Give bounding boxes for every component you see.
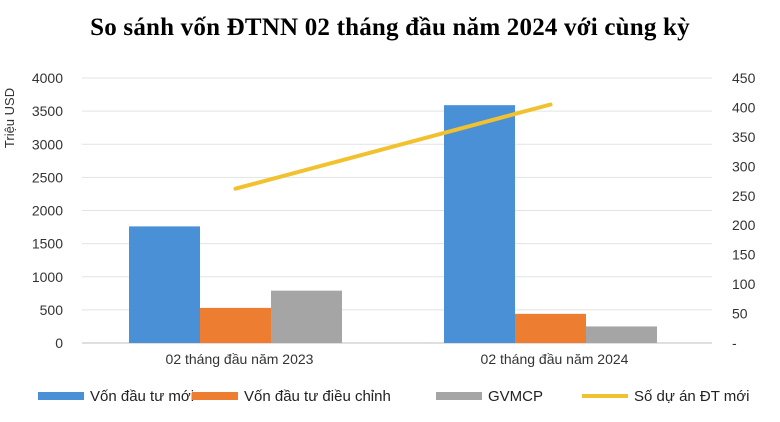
y-tick-label: 4000 (32, 70, 63, 86)
x-tick-label: 02 tháng đầu năm 2024 (481, 351, 629, 367)
legend-swatch (436, 392, 482, 400)
legend-swatch (192, 392, 238, 400)
bar-2-1 (586, 326, 657, 343)
legend-label: GVMCP (488, 387, 544, 405)
y2-tick-label: 300 (732, 158, 756, 174)
legend-label: Số dự án ĐT mới (634, 387, 750, 405)
line-series-3 (233, 102, 553, 191)
y2-tick-label: - (732, 335, 737, 351)
bar-0-0 (129, 226, 200, 343)
legend-item: Vốn đầu tư mới (38, 384, 194, 408)
x-tick-label: 02 tháng đầu năm 2023 (166, 351, 314, 367)
bar-1-1 (515, 313, 586, 343)
y2-tick-label: 250 (732, 188, 756, 204)
y-tick-label: 3000 (32, 136, 63, 152)
y-tick-label: 0 (55, 335, 63, 351)
y-tick-label: 1000 (32, 269, 63, 285)
bar-0-1 (444, 105, 515, 343)
y-tick-label: 3500 (32, 103, 63, 119)
legend-swatch (38, 392, 84, 400)
y-tick-label: 500 (40, 302, 64, 318)
y2-tick-label: 400 (732, 99, 756, 115)
y2-tick-label: 50 (732, 306, 748, 322)
legend-swatch (582, 394, 628, 398)
y-tick-label: 2000 (32, 203, 63, 219)
y2-tick-label: 350 (732, 129, 756, 145)
y-tick-label: 2500 (32, 169, 63, 185)
legend-label: Vốn đầu tư mới (90, 387, 195, 405)
legend-item: Số dự án ĐT mới (582, 384, 749, 408)
y2-tick-label: 200 (732, 217, 756, 233)
y-axis-label: Triệu USD (2, 88, 17, 148)
legend-item: Vốn đầu tư điều chỉnh (192, 384, 391, 408)
legend-label: Vốn đầu tư điều chỉnh (244, 387, 391, 405)
legend-item: GVMCP (436, 384, 543, 408)
chart-plot: 0 500 1000 1500 2000 2500 3000 3500 4000 - 50 100 15… (2, 70, 756, 367)
chart-legend: Vốn đầu tư mới Vốn đầu tư điều chỉnh GVMCP… (0, 384, 780, 408)
y2-tick-label: 150 (732, 247, 756, 263)
bar-2-0 (271, 290, 342, 343)
y-tick-label: 1500 (32, 236, 63, 252)
y2-tick-label: 450 (732, 70, 756, 86)
y2-tick-label: 100 (732, 276, 756, 292)
chart-title: So sánh vốn ĐTNN 02 tháng đầu năm 2024 v… (90, 14, 690, 41)
bar-1-0 (200, 307, 271, 343)
